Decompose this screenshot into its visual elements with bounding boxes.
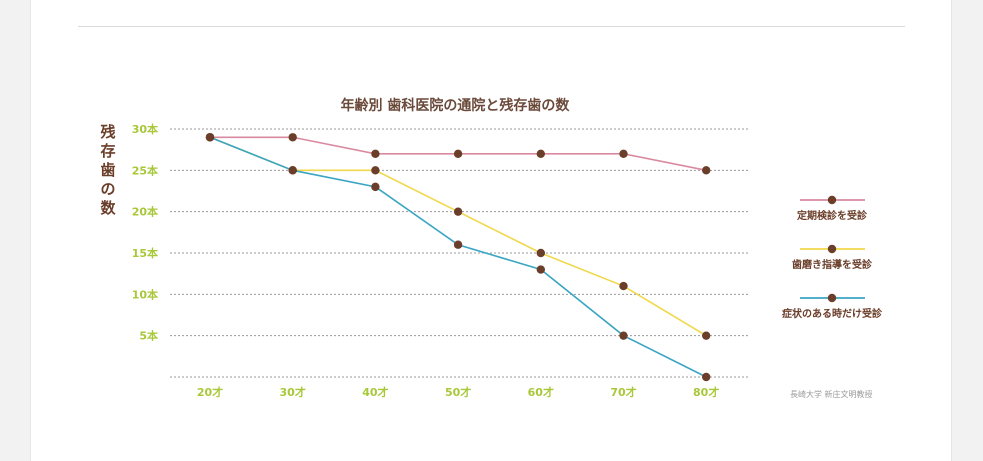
x-tick-label: 80才 <box>693 385 719 399</box>
y-axis-label-char: 歯 <box>100 161 115 179</box>
y-tick-label: 30本 <box>132 122 158 136</box>
y-axis-label-char: の <box>100 180 115 198</box>
data-point <box>371 182 380 192</box>
legend-swatch-marker <box>827 293 837 303</box>
chart-title: 年齢別 歯科医院の通院と残存歯の数 <box>341 97 571 114</box>
x-tick-label: 50才 <box>445 385 471 399</box>
x-tick-label: 40才 <box>362 385 388 399</box>
legend-label: 定期検診を受診 <box>797 209 868 222</box>
data-point <box>536 248 545 258</box>
data-point <box>536 265 545 274</box>
y-tick-labels: 30本 25本 20本 15本 10本 5本 <box>132 122 158 343</box>
legend-label: 症状のある時だけ受診 <box>782 307 883 320</box>
y-tick-label: 10本 <box>132 287 158 301</box>
data-point <box>702 166 711 175</box>
y-tick-label: 5本 <box>139 329 158 343</box>
data-point <box>453 149 463 158</box>
data-point <box>702 331 711 340</box>
source-credit: 長崎大学 新庄文明教授 <box>790 389 873 399</box>
data-point <box>619 149 628 158</box>
chart-card <box>30 0 952 461</box>
data-point <box>205 133 215 142</box>
data-point <box>371 166 380 175</box>
y-tick-label: 15本 <box>132 246 158 260</box>
x-tick-label: 60才 <box>528 385 554 399</box>
top-divider <box>78 26 905 27</box>
y-axis-label: 残存歯の数 <box>100 123 116 217</box>
data-point <box>371 149 380 158</box>
series-lines <box>209 136 707 378</box>
data-point <box>702 372 711 382</box>
series-line <box>209 136 707 378</box>
legend-swatch-marker <box>827 195 837 205</box>
gridlines <box>170 128 750 378</box>
series-markers <box>205 133 711 382</box>
data-point <box>453 207 463 216</box>
y-tick-label: 25本 <box>132 163 158 177</box>
x-tick-label: 70才 <box>610 385 636 399</box>
legend-label: 歯磨き指導を受診 <box>792 258 873 271</box>
data-point <box>453 240 463 249</box>
data-point <box>536 149 545 158</box>
y-axis-label-char: 数 <box>100 199 116 217</box>
data-point <box>288 133 297 142</box>
y-tick-label: 20本 <box>132 205 158 219</box>
data-point <box>288 166 297 175</box>
legend-swatch-marker <box>827 244 837 254</box>
x-tick-labels: 20才 30才 40才 50才 60才 70才 80才 <box>197 385 720 399</box>
data-point <box>619 281 628 291</box>
y-axis-label-char: 存 <box>100 142 115 160</box>
data-point <box>619 331 628 340</box>
x-tick-label: 30才 <box>280 385 306 399</box>
x-tick-label: 20才 <box>197 385 223 399</box>
y-axis-label-char: 残 <box>100 123 115 141</box>
